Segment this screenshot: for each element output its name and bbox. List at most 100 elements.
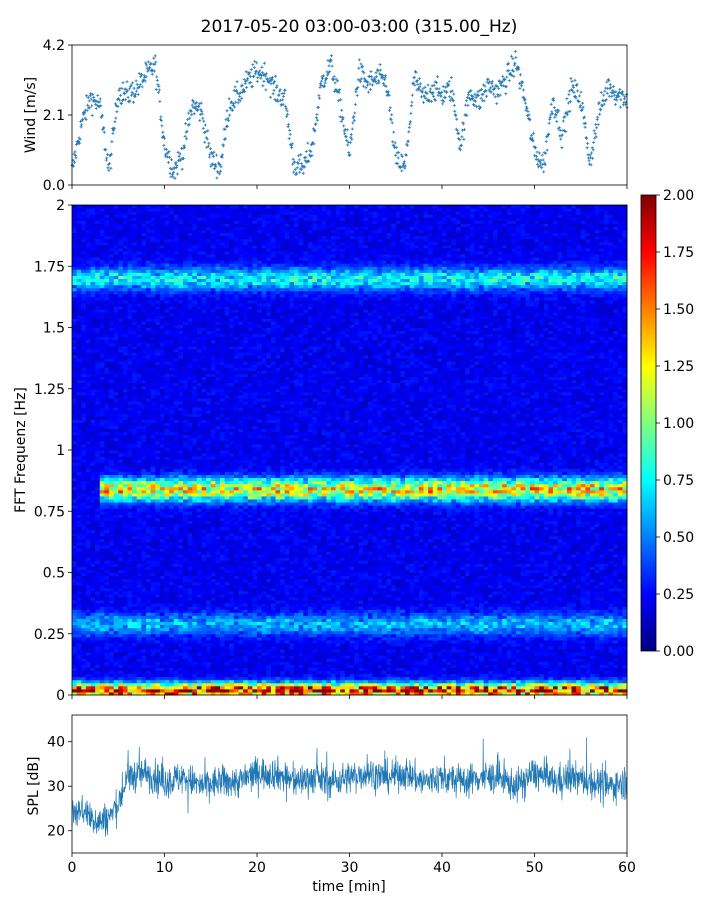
spectrogram-cell bbox=[483, 627, 489, 632]
spectrogram-cell bbox=[576, 691, 582, 696]
spectrogram-cell bbox=[312, 597, 318, 601]
spectrogram-cell bbox=[344, 655, 351, 659]
spectrogram-cell bbox=[372, 673, 378, 678]
spectrogram-cell bbox=[155, 679, 161, 684]
spectrogram-cell bbox=[539, 581, 545, 586]
spectrogram-cell bbox=[132, 682, 138, 687]
spectrogram-cell bbox=[72, 566, 78, 570]
spectrogram-cell bbox=[469, 575, 475, 580]
spectrogram-cell bbox=[446, 593, 452, 598]
spectrogram-cell bbox=[90, 642, 96, 647]
spectrogram-cell bbox=[99, 609, 105, 613]
spectrogram-cell bbox=[488, 633, 494, 638]
spectrogram-cell bbox=[405, 627, 411, 632]
spectrogram-cell bbox=[85, 664, 92, 668]
spectrogram-cell bbox=[571, 597, 577, 601]
spectrogram-cell bbox=[553, 636, 559, 641]
spectrogram-cell bbox=[599, 575, 605, 580]
spectrogram-cell bbox=[76, 575, 82, 580]
spectrogram-cell bbox=[354, 667, 360, 671]
spectrogram-cell bbox=[377, 590, 383, 595]
spectrogram-cell bbox=[386, 667, 392, 671]
spectrogram-cell bbox=[557, 679, 563, 684]
spectrogram-cell bbox=[247, 676, 253, 681]
spectrogram-cell bbox=[95, 652, 101, 656]
spectrogram-cell bbox=[520, 639, 526, 644]
spectrogram-cell bbox=[395, 679, 401, 684]
spectrogram-cell bbox=[543, 581, 549, 586]
spectrogram-cell bbox=[622, 618, 628, 622]
spectrogram-cell bbox=[585, 673, 591, 678]
spectrogram-cell bbox=[502, 664, 508, 668]
spectrogram-cell bbox=[502, 652, 508, 656]
spectrogram-cell bbox=[326, 676, 332, 681]
spectrogram-cell bbox=[349, 639, 355, 644]
spectrogram-cell bbox=[289, 633, 295, 638]
spectrogram-cell bbox=[548, 655, 554, 659]
spectrogram-cell bbox=[446, 655, 452, 659]
spectrogram-cell bbox=[585, 655, 591, 659]
spectrogram-cell bbox=[118, 624, 124, 629]
spectrogram-cell bbox=[72, 646, 78, 650]
spectrogram-cell bbox=[585, 691, 591, 696]
spectrogram-cell bbox=[511, 581, 517, 586]
spectrogram-cell bbox=[354, 682, 360, 687]
spectrogram-cell bbox=[405, 642, 411, 647]
spectrogram-cell bbox=[307, 575, 314, 580]
spectrogram-cell bbox=[622, 655, 628, 659]
spectrogram-cell bbox=[381, 627, 388, 632]
spectrogram-cell bbox=[603, 593, 610, 598]
spectrogram-cell bbox=[164, 664, 170, 668]
spectrogram-cell bbox=[576, 578, 582, 583]
spectrogram-cell bbox=[164, 621, 170, 626]
spectrogram-cell bbox=[520, 603, 526, 607]
spectrogram-cell bbox=[312, 612, 318, 616]
spectrogram-cell bbox=[201, 612, 207, 616]
spectrogram-cell bbox=[617, 581, 623, 586]
spectrogram-cell bbox=[317, 646, 323, 650]
spectrogram-cell bbox=[280, 649, 286, 653]
spectrogram-cell bbox=[307, 584, 314, 589]
spectrogram-cell bbox=[340, 569, 346, 573]
spectrogram-cell bbox=[455, 636, 462, 641]
spectrogram-cell bbox=[603, 642, 610, 647]
spectrogram-cell bbox=[479, 655, 485, 659]
spectrogram-cell bbox=[118, 590, 124, 595]
spectrogram-cell bbox=[358, 572, 364, 577]
spectrogram-cell bbox=[275, 685, 281, 690]
spectrogram-cell bbox=[497, 593, 503, 598]
spectrogram-cell bbox=[566, 636, 573, 641]
spectrogram-cell bbox=[146, 578, 152, 583]
spectrogram-cell bbox=[474, 615, 480, 619]
spectrogram-cell bbox=[594, 691, 600, 696]
spectrogram-cell bbox=[233, 630, 240, 635]
spectrogram-cell bbox=[613, 600, 619, 604]
spectrogram-cell bbox=[400, 584, 406, 589]
spectrogram-cell bbox=[405, 649, 411, 653]
spectrogram-cell bbox=[469, 655, 475, 659]
spectrogram-cell bbox=[173, 688, 179, 693]
spectrogram-cell bbox=[479, 670, 485, 675]
spectrogram-cell bbox=[585, 642, 591, 647]
spectrogram-cell bbox=[252, 566, 258, 570]
spectrogram-cell bbox=[405, 600, 411, 604]
spectrogram-cell bbox=[608, 688, 614, 693]
spectrogram-cell bbox=[196, 597, 203, 601]
spectrogram-cell bbox=[210, 590, 216, 595]
spectrogram-cell bbox=[599, 688, 605, 693]
spectrogram-cell bbox=[539, 627, 545, 632]
spectrogram-cell bbox=[511, 685, 517, 690]
spectrogram-cell bbox=[196, 621, 203, 626]
spectrogram-cell bbox=[543, 578, 549, 583]
spectrogram-cell bbox=[608, 609, 614, 613]
spectrogram-cell bbox=[196, 618, 203, 622]
spectrogram-cell bbox=[178, 590, 184, 595]
spectrogram-cell bbox=[455, 590, 462, 595]
spectrogram-cell bbox=[141, 606, 147, 610]
spectrogram-cell bbox=[81, 621, 87, 626]
spectrogram-cell bbox=[557, 578, 563, 583]
spectrogram-cell bbox=[146, 584, 152, 589]
spectrogram-cell bbox=[423, 691, 429, 696]
spectrogram-cell bbox=[192, 597, 198, 601]
spectrogram-cell bbox=[178, 664, 184, 668]
